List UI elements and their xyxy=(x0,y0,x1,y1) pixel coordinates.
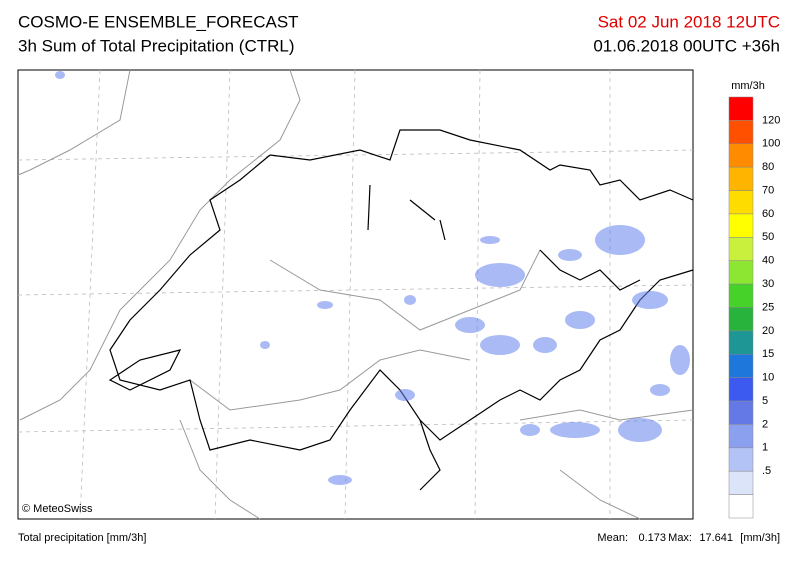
legend-label: 50 xyxy=(762,231,774,243)
legend-label: 100 xyxy=(762,138,780,150)
legend-swatch xyxy=(728,283,754,308)
legend-swatch xyxy=(728,237,754,261)
legend-swatch xyxy=(728,470,754,495)
legend-label: 15 xyxy=(762,348,774,360)
legend-label: 20 xyxy=(762,325,774,337)
credit: © MeteoSwiss xyxy=(22,503,93,515)
run-time: 01.06.2018 00UTC +36h xyxy=(593,36,780,55)
subtitle: 3h Sum of Total Precipitation (CTRL) xyxy=(18,36,295,55)
legend-label: 70 xyxy=(762,184,774,196)
valid-time: Sat 02 Jun 2018 12UTC xyxy=(598,12,780,31)
legend-swatch xyxy=(728,260,754,285)
legend-swatch xyxy=(728,494,754,519)
legend-label: 1 xyxy=(762,442,768,454)
legend-label: 120 xyxy=(762,114,780,126)
legend-swatch xyxy=(728,96,754,121)
legend-swatch xyxy=(728,166,754,191)
legend-swatch xyxy=(728,424,754,449)
title: COSMO-E ENSEMBLE_FORECAST xyxy=(18,12,299,31)
max-label: Max: xyxy=(668,532,692,544)
legend-swatch xyxy=(728,307,754,332)
legend-label: 30 xyxy=(762,278,774,290)
footer-left: Total precipitation [mm/3h] xyxy=(18,532,146,544)
legend-label: 40 xyxy=(762,255,774,267)
max-value: 17.641 xyxy=(699,532,733,544)
legend-swatch xyxy=(728,143,754,168)
legend-label: 10 xyxy=(762,372,774,384)
map: © MeteoSwiss xyxy=(17,69,694,520)
legend-label: 2 xyxy=(762,418,768,430)
legend-label: 80 xyxy=(762,161,774,173)
legend-label: 25 xyxy=(762,301,774,313)
mean-label: Mean: xyxy=(597,532,628,544)
legend-unit: mm/3h xyxy=(731,80,765,92)
legend-swatch xyxy=(728,190,754,215)
footer-unit: [mm/3h] xyxy=(740,532,780,544)
legend-label: .5 xyxy=(762,465,771,477)
mean-value: 0.173 xyxy=(638,532,666,544)
legend-swatch xyxy=(728,120,754,145)
legend: 120 100 80 70 60 50 40 30 25 20 15 10 5 2 1 .5 xyxy=(728,96,780,519)
legend-swatch xyxy=(728,400,754,425)
legend-swatch xyxy=(728,354,754,378)
legend-swatch xyxy=(728,447,754,472)
legend-swatch xyxy=(728,330,754,355)
legend-swatch xyxy=(728,377,754,402)
legend-label: 5 xyxy=(762,395,768,407)
legend-swatch xyxy=(728,213,754,238)
legend-label: 60 xyxy=(762,208,774,220)
